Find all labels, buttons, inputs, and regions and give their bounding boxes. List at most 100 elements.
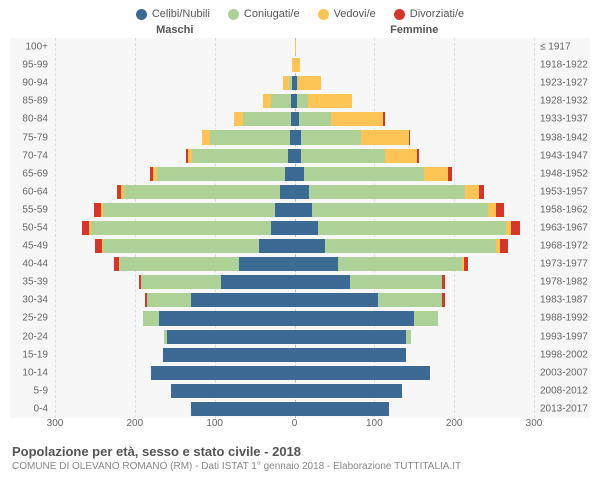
age-row: 40-441973-1977: [10, 255, 590, 273]
x-tick: 100: [206, 418, 223, 429]
birth-year-label: 1963-1967: [536, 222, 590, 233]
bar-segment: [424, 167, 448, 181]
bar-segment: [163, 348, 295, 362]
female-bar: [295, 58, 301, 72]
age-row: 50-54 1963-1967: [10, 219, 590, 237]
bar-segment: [285, 167, 295, 181]
age-label: 50-54: [10, 222, 52, 233]
birth-year-label: 1918-1922: [536, 60, 590, 71]
male-header: Maschi: [55, 24, 295, 36]
female-bar: [295, 185, 484, 199]
legend-swatch: [136, 9, 147, 20]
chart-title: Popolazione per età, sesso e stato civil…: [12, 444, 588, 459]
x-axis: 3002001000100200300: [55, 418, 534, 434]
bar-segment: [442, 275, 445, 289]
legend-label: Divorziati/e: [410, 8, 464, 20]
bar-segment: [103, 203, 275, 217]
female-bar: [295, 130, 411, 144]
birth-year-label: 1938-1942: [536, 132, 590, 143]
female-bar: [295, 257, 468, 271]
bar-segment: [464, 257, 468, 271]
age-row: 100+≤ 1917: [10, 38, 590, 56]
bar-segment: [295, 311, 415, 325]
age-row: 0-4 2013-2017: [10, 400, 590, 418]
bar-segment: [331, 112, 383, 126]
female-bar: [295, 275, 446, 289]
bar-segment: [385, 149, 417, 163]
birth-year-label: 1968-1972: [536, 241, 590, 252]
bar-segment: [243, 112, 291, 126]
birth-year-label: 2013-2017: [536, 403, 590, 414]
age-row: 70-741943-1947: [10, 147, 590, 165]
age-row: 45-491968-1972: [10, 237, 590, 255]
age-label: 55-59: [10, 204, 52, 215]
age-label: 25-29: [10, 313, 52, 324]
age-row: 85-891928-1932: [10, 92, 590, 110]
legend-item: Vedovi/e: [318, 8, 376, 20]
birth-year-label: 1928-1932: [536, 96, 590, 107]
bar-segment: [479, 185, 484, 199]
bar-segment: [191, 293, 295, 307]
bar-segment: [304, 167, 424, 181]
bar-segment: [295, 167, 305, 181]
age-label: 30-34: [10, 295, 52, 306]
bar-segment: [295, 402, 389, 416]
legend-swatch: [318, 9, 329, 20]
bar-segment: [361, 130, 409, 144]
bar-segment: [119, 257, 239, 271]
birth-year-label: 1998-2002: [536, 349, 590, 360]
bar-segment: [414, 311, 438, 325]
birth-year-label: 1973-1977: [536, 259, 590, 270]
female-bar: [295, 167, 452, 181]
bar-segment: [417, 149, 419, 163]
age-row: 65-691948-1952: [10, 165, 590, 183]
female-bar: [295, 330, 412, 344]
chart-subtitle: COMUNE DI OLEVANO ROMANO (RM) - Dati IST…: [12, 461, 588, 472]
age-label: 80-84: [10, 114, 52, 125]
x-tick: 200: [446, 418, 463, 429]
age-row: 10-142003-2007: [10, 364, 590, 382]
bar-segment: [488, 203, 496, 217]
bar-segment: [192, 149, 288, 163]
male-bar: [171, 384, 295, 398]
bar-segment: [295, 257, 339, 271]
male-bar: [145, 293, 294, 307]
legend-label: Celibi/Nubili: [152, 8, 210, 20]
bar-segment: [151, 366, 295, 380]
birth-year-label: 1958-1962: [536, 204, 590, 215]
female-bar: [295, 203, 504, 217]
x-tick: 200: [126, 418, 143, 429]
female-bar: [295, 384, 403, 398]
bar-segment: [295, 384, 403, 398]
population-pyramid-chart: Celibi/NubiliConiugati/eVedovi/eDivorzia…: [0, 0, 600, 500]
male-bar: [150, 167, 294, 181]
bar-segment: [295, 203, 313, 217]
female-bar: [295, 293, 445, 307]
female-bar: [295, 112, 385, 126]
age-row: 15-191998-2002: [10, 346, 590, 364]
bar-segment: [295, 221, 319, 235]
bar-segment: [295, 348, 407, 362]
bar-segment: [271, 221, 295, 235]
bar-segment: [295, 58, 301, 72]
birth-year-label: 1943-1947: [536, 150, 590, 161]
bar-segment: [103, 239, 259, 253]
bar-segment: [301, 130, 361, 144]
bar-segment: [202, 130, 210, 144]
age-label: 0-4: [10, 403, 52, 414]
bar-segment: [496, 203, 504, 217]
bar-rows: 100+≤ 191795-991918-192290-941923-192785…: [10, 38, 590, 418]
bar-segment: [263, 94, 271, 108]
bar-segment: [406, 330, 411, 344]
age-label: 35-39: [10, 277, 52, 288]
x-tick: 0: [292, 418, 298, 429]
bar-segment: [511, 221, 521, 235]
bar-segment: [325, 239, 497, 253]
age-label: 90-94: [10, 78, 52, 89]
age-row: 75-791938-1942: [10, 128, 590, 146]
bar-segment: [191, 402, 295, 416]
female-bar: [295, 311, 439, 325]
female-bar: [295, 40, 297, 54]
birth-year-label: 2008-2012: [536, 385, 590, 396]
female-bar: [295, 366, 431, 380]
